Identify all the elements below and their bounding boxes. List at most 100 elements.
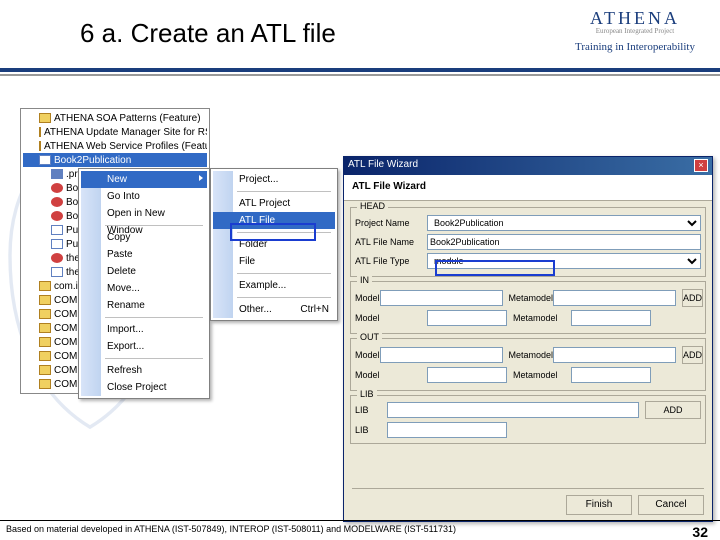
tree-item[interactable]: ATHENA SOA Patterns (Feature)	[23, 111, 207, 125]
menu-item[interactable]: Move...	[81, 280, 207, 297]
tree-item-label: ATHENA Web Service Profiles (Feature)	[44, 141, 207, 152]
header-branding: ATHENA European Integrated Project Train…	[550, 0, 720, 68]
tree-item-icon	[39, 141, 41, 151]
group-label-lib: LIB	[357, 389, 377, 399]
submenu-item[interactable]: ATL Project	[213, 195, 335, 212]
lib-input[interactable]	[387, 402, 639, 418]
wizard-button-bar: Finish Cancel	[352, 488, 704, 515]
row-out-model: Model Metamodel ADD	[355, 346, 701, 364]
wizard-header: ATL File Wizard	[344, 175, 712, 201]
submenu-item[interactable]: Other...Ctrl+N	[213, 301, 335, 318]
menu-separator	[237, 297, 331, 298]
tree-item[interactable]: ATHENA Web Service Profiles (Feature)	[23, 139, 207, 153]
menu-separator	[237, 191, 331, 192]
submenu-arrow-icon	[199, 175, 203, 181]
menu-item[interactable]: Copy	[81, 229, 207, 246]
submenu-item[interactable]: Project...	[213, 171, 335, 188]
lib2-input[interactable]	[387, 422, 507, 438]
context-menu[interactable]: NewGo IntoOpen in New Window CopyPasteDel…	[78, 168, 210, 399]
tagline: Training in Interoperability	[550, 41, 720, 53]
group-label-head: HEAD	[357, 201, 388, 211]
wizard-title: ATL File Wizard	[348, 159, 418, 173]
tree-item-icon	[51, 183, 63, 193]
label-out-model2: Model	[355, 370, 427, 380]
tree-item-icon	[39, 155, 51, 165]
menu-separator	[237, 273, 331, 274]
group-in: IN Model Metamodel ADD Model Metamodel	[350, 281, 706, 334]
row-in-model2: Model Metamodel	[355, 310, 701, 326]
tree-item-icon	[51, 239, 63, 249]
group-label-in: IN	[357, 275, 372, 285]
cancel-button[interactable]: Cancel	[638, 495, 704, 515]
file-name-input[interactable]	[427, 234, 701, 250]
out-add-button[interactable]: ADD	[682, 346, 703, 364]
in-model2-input[interactable]	[427, 310, 507, 326]
menu-item[interactable]: Export...	[81, 338, 207, 355]
tree-item-icon	[39, 113, 51, 123]
label-file-name: ATL File Name	[355, 237, 427, 247]
label-in-metamodel: Metamodel	[509, 293, 554, 303]
athena-logo: ATHENA European Integrated Project	[550, 8, 720, 35]
slide-header: 6 a. Create an ATL file ATHENA European …	[0, 0, 720, 72]
in-add-button[interactable]: ADD	[682, 289, 703, 307]
label-out-model: Model	[355, 350, 380, 360]
in-metamodel-input[interactable]	[553, 290, 676, 306]
wizard-body: HEAD Project Name Book2Publication ATL F…	[344, 201, 712, 454]
tree-item-icon	[39, 295, 51, 305]
row-file-type: ATL File Type module	[355, 253, 701, 269]
menu-item[interactable]: Rename	[81, 297, 207, 314]
tree-item-icon	[39, 127, 41, 137]
close-icon[interactable]: ×	[694, 159, 708, 172]
lib-add-button[interactable]: ADD	[645, 401, 701, 419]
file-type-select[interactable]: module	[427, 253, 701, 269]
row-lib2: LIB	[355, 422, 701, 438]
menu-item[interactable]: Paste	[81, 246, 207, 263]
tree-item[interactable]: ATHENA Update Manager Site for RSM	[23, 125, 207, 139]
menu-separator	[105, 317, 203, 318]
menu-item[interactable]: Close Project	[81, 379, 207, 396]
menu-item[interactable]: Refresh	[81, 362, 207, 379]
slide-footer: Based on material developed in ATHENA (I…	[0, 520, 720, 540]
label-in-model2: Model	[355, 313, 427, 323]
menu-item[interactable]: Go Into	[81, 188, 207, 205]
out-metamodel-input[interactable]	[553, 347, 676, 363]
menu-item[interactable]: Import...	[81, 321, 207, 338]
tree-item[interactable]: Book2Publication	[23, 153, 207, 167]
group-head: HEAD Project Name Book2Publication ATL F…	[350, 207, 706, 277]
group-out: OUT Model Metamodel ADD Model Metamodel	[350, 338, 706, 391]
menu-separator	[105, 358, 203, 359]
tree-item-icon	[39, 379, 51, 389]
wizard-titlebar[interactable]: ATL File Wizard ×	[344, 157, 712, 175]
tree-item-icon	[51, 253, 63, 263]
finish-button[interactable]: Finish	[566, 495, 632, 515]
menu-separator	[237, 232, 331, 233]
slide-title: 6 a. Create an ATL file	[0, 0, 550, 68]
logo-subtext: European Integrated Project	[550, 27, 720, 35]
group-label-out: OUT	[357, 332, 382, 342]
tree-item-label: Book2Publication	[54, 155, 131, 166]
header-rule	[0, 74, 720, 76]
tree-item-icon	[51, 211, 63, 221]
out-model-input[interactable]	[380, 347, 503, 363]
new-submenu[interactable]: Project... ATL ProjectATL File FolderFile E…	[210, 168, 338, 321]
in-model-input[interactable]	[380, 290, 503, 306]
tree-item-icon	[39, 281, 51, 291]
footer-text: Based on material developed in ATHENA (I…	[6, 524, 456, 540]
menu-item[interactable]: Delete	[81, 263, 207, 280]
menu-item[interactable]: Open in New Window	[81, 205, 207, 222]
out-metamodel2-input[interactable]	[571, 367, 651, 383]
submenu-item[interactable]: Example...	[213, 277, 335, 294]
submenu-item[interactable]: File	[213, 253, 335, 270]
menu-separator	[105, 225, 203, 226]
label-lib2: LIB	[355, 425, 387, 435]
page-number: 32	[692, 524, 708, 540]
tree-item-icon	[39, 337, 51, 347]
in-metamodel2-input[interactable]	[571, 310, 651, 326]
submenu-item[interactable]: ATL File	[213, 212, 335, 229]
project-name-select[interactable]: Book2Publication	[427, 215, 701, 231]
submenu-item[interactable]: Folder	[213, 236, 335, 253]
out-model2-input[interactable]	[427, 367, 507, 383]
tree-item-icon	[51, 225, 63, 235]
label-in-model: Model	[355, 293, 380, 303]
menu-item[interactable]: New	[81, 171, 207, 188]
